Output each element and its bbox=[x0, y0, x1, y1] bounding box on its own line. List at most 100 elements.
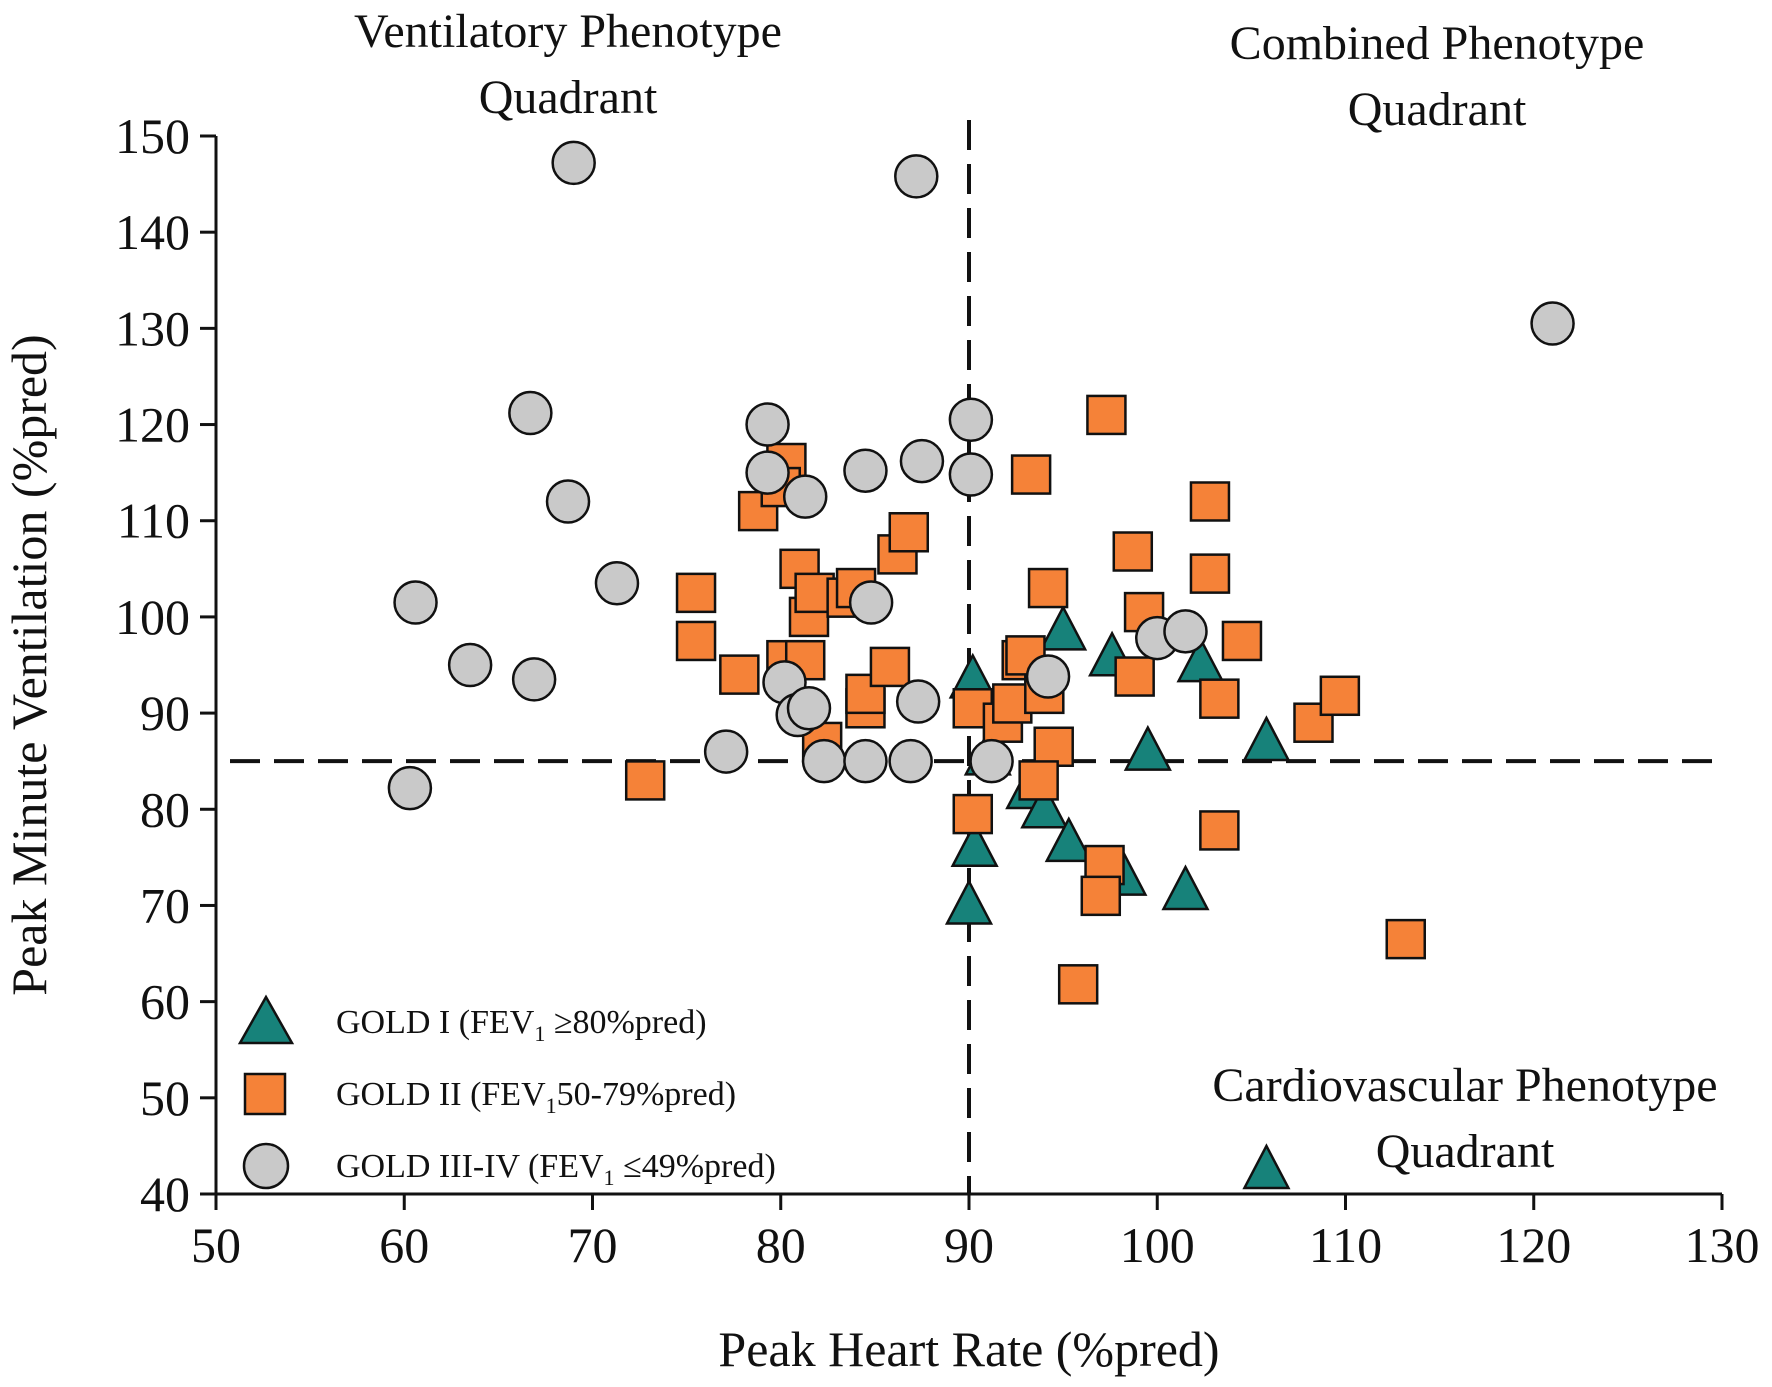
data-point-circle bbox=[848, 580, 894, 625]
data-point-circle bbox=[782, 474, 828, 519]
legend: GOLD I (FEV1 ≥80%pred) GOLD II (FEV150-7… bbox=[237, 994, 776, 1190]
data-point-triangle bbox=[1123, 724, 1172, 771]
data-point-square bbox=[1086, 394, 1127, 436]
data-point-square bbox=[869, 646, 911, 688]
x-tick-label: 60 bbox=[379, 1217, 429, 1273]
data-point-square bbox=[1018, 760, 1059, 801]
quadrant-label-line: Quadrant bbox=[479, 71, 658, 124]
data-point-circle bbox=[899, 438, 945, 484]
data-point-circle bbox=[786, 686, 832, 731]
quadrant-label-line: Cardiovascular Phenotype bbox=[1212, 1059, 1717, 1112]
y-tick-label: 50 bbox=[140, 1070, 190, 1126]
x-tick-label: 90 bbox=[944, 1217, 994, 1273]
data-point-square bbox=[1057, 964, 1099, 1005]
quadrant-label-line: Combined Phenotype bbox=[1230, 17, 1645, 70]
data-point-square bbox=[675, 572, 717, 614]
data-point-circle bbox=[508, 390, 553, 436]
data-point-square bbox=[1199, 678, 1240, 719]
data-point-circle bbox=[551, 140, 596, 186]
data-point-square bbox=[1385, 918, 1426, 960]
x-tick-label: 120 bbox=[1496, 1217, 1571, 1273]
data-point-square bbox=[1319, 675, 1361, 717]
x-tick-label: 80 bbox=[756, 1217, 806, 1273]
data-point-square bbox=[624, 760, 666, 801]
data-point-triangle bbox=[1020, 782, 1069, 829]
y-tick-label: 130 bbox=[115, 300, 190, 356]
legend-label: GOLD III-IV (FEV1 ≤49%pred) bbox=[336, 1148, 776, 1190]
y-tick-label: 150 bbox=[115, 108, 190, 164]
data-point-square bbox=[1189, 481, 1231, 522]
y-tick-label: 70 bbox=[140, 877, 190, 933]
data-point-circle bbox=[888, 738, 933, 784]
legend-square-icon bbox=[243, 1072, 287, 1116]
series-gold-ii bbox=[624, 394, 1426, 1005]
legend-label: GOLD II (FEV150-79%pred) bbox=[336, 1076, 736, 1118]
data-point-circle bbox=[1163, 609, 1208, 654]
quadrant-label-combined: Combined Phenotype Quadrant bbox=[1230, 17, 1645, 136]
quadrant-label-ventilatory: Ventilatory Phenotype Quadrant bbox=[354, 5, 782, 124]
data-point-triangle bbox=[1044, 816, 1093, 863]
y-axis-title: Peak Minute Ventilation (%pred) bbox=[1, 334, 57, 995]
data-point-circle bbox=[948, 452, 994, 497]
data-point-triangle bbox=[950, 821, 999, 867]
data-point-circle bbox=[1530, 301, 1575, 346]
data-point-triangle bbox=[1161, 864, 1210, 911]
x-tick-label: 110 bbox=[1309, 1217, 1382, 1273]
data-point-triangle bbox=[1242, 1143, 1291, 1190]
y-tick-label: 100 bbox=[115, 589, 190, 645]
data-point-circle bbox=[387, 765, 433, 811]
data-point-circle bbox=[843, 738, 888, 784]
data-point-circle bbox=[801, 738, 847, 784]
legend-item-gold-ii: GOLD II (FEV150-79%pred) bbox=[243, 1072, 736, 1118]
data-point-triangle bbox=[1242, 715, 1291, 762]
y-tick-label: 110 bbox=[117, 493, 190, 549]
legend-item-gold-i: GOLD I (FEV1 ≥80%pred) bbox=[237, 994, 707, 1046]
legend-item-gold-iii-iv: GOLD III-IV (FEV1 ≤49%pred) bbox=[242, 1142, 776, 1190]
quadrant-label-line: Ventilatory Phenotype bbox=[354, 5, 782, 58]
data-point-circle bbox=[969, 738, 1014, 784]
data-point-circle bbox=[745, 450, 790, 495]
y-tick-label: 40 bbox=[140, 1166, 190, 1222]
data-point-circle bbox=[511, 657, 557, 702]
y-tick-label: 60 bbox=[140, 974, 190, 1030]
x-tick-label: 50 bbox=[191, 1217, 241, 1273]
data-point-square bbox=[888, 512, 930, 553]
legend-circle-icon bbox=[242, 1142, 290, 1190]
y-tick-label: 90 bbox=[140, 685, 190, 741]
data-point-square bbox=[1027, 567, 1069, 609]
data-point-square bbox=[1010, 454, 1052, 495]
data-point-circle bbox=[447, 642, 493, 688]
y-ticks: 40 50 60 70 80 90 100 110 120 130 140 150 bbox=[115, 108, 216, 1222]
quadrant-label-line: Quadrant bbox=[1348, 83, 1527, 136]
y-tick-label: 140 bbox=[115, 204, 190, 260]
x-tick-label: 100 bbox=[1120, 1217, 1195, 1273]
legend-triangle-icon bbox=[237, 994, 295, 1045]
x-tick-label: 130 bbox=[1685, 1217, 1760, 1273]
data-point-square bbox=[1112, 531, 1154, 572]
data-point-circle bbox=[594, 560, 640, 606]
data-point-circle bbox=[545, 479, 591, 524]
data-point-circle bbox=[843, 448, 888, 493]
series-gold-iii-iv bbox=[387, 140, 1575, 811]
data-point-circle bbox=[895, 679, 941, 724]
quadrant-label-cardiovascular: Cardiovascular Phenotype Quadrant bbox=[1212, 1059, 1717, 1178]
data-point-square bbox=[1199, 810, 1240, 851]
data-point-circle bbox=[703, 729, 749, 774]
y-tick-label: 80 bbox=[140, 781, 190, 837]
data-point-circle bbox=[745, 402, 790, 447]
x-axis-title: Peak Heart Rate (%pred) bbox=[718, 1321, 1219, 1377]
data-point-square bbox=[719, 654, 760, 695]
data-point-square bbox=[1080, 875, 1122, 917]
x-ticks: 50 60 70 80 90 100 110 120 130 bbox=[191, 1194, 1760, 1273]
data-point-triangle bbox=[1039, 604, 1088, 651]
data-point-circle bbox=[948, 397, 994, 442]
data-point-square bbox=[1114, 656, 1155, 697]
data-point-circle bbox=[393, 580, 438, 625]
quadrant-label-line: Quadrant bbox=[1376, 1125, 1555, 1178]
data-point-square bbox=[675, 620, 717, 662]
data-point-triangle bbox=[944, 878, 994, 925]
data-point-circle bbox=[1025, 654, 1071, 699]
x-tick-label: 70 bbox=[568, 1217, 618, 1273]
y-tick-label: 120 bbox=[115, 397, 190, 453]
